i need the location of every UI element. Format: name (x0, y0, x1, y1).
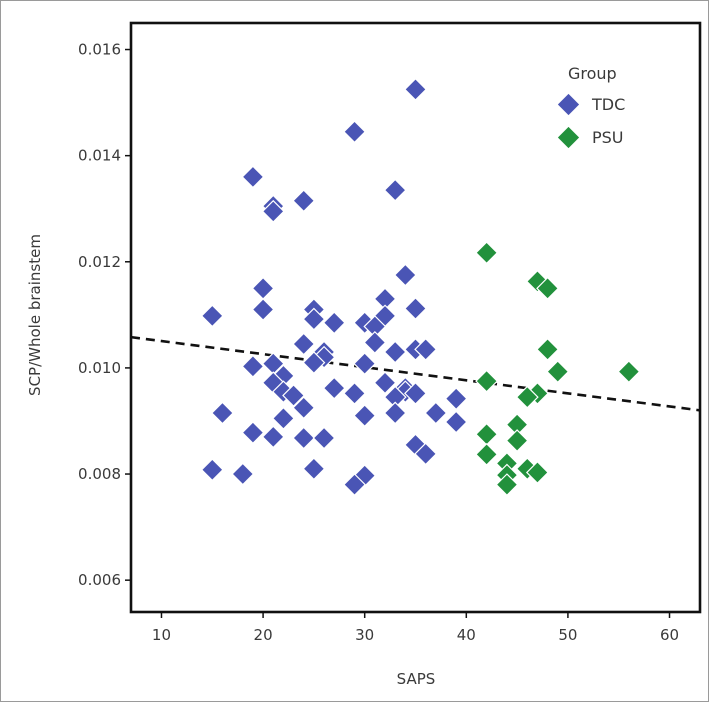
data-point-tdc (302, 351, 326, 375)
data-point-tdc (383, 340, 407, 364)
x-tick-label: 40 (457, 626, 476, 644)
data-point-tdc (444, 387, 468, 411)
data-point-psu (536, 276, 560, 300)
data-point-tdc (393, 263, 417, 287)
data-point-psu (495, 451, 519, 475)
x-tick-label: 60 (660, 626, 679, 644)
x-tick-label: 50 (558, 626, 577, 644)
data-point-tdc (251, 298, 275, 321)
data-point-psu (505, 429, 529, 453)
legend-marker-tdc (557, 93, 580, 116)
data-point-tdc (282, 384, 306, 407)
legend-label-tdc: TDC (591, 95, 625, 114)
y-axis-ticks: 0.006 0.008 0.010 0.012 0.014 0.016 (78, 41, 131, 589)
data-point-tdc (261, 425, 285, 449)
data-point-tdc (322, 311, 346, 335)
data-point-tdc (241, 421, 265, 445)
y-axis-title: SCP/Whole brainstem (26, 234, 44, 396)
data-point-tdc (200, 304, 224, 328)
data-point-psu (617, 360, 641, 384)
data-point-psu (546, 360, 570, 384)
data-point-tdc (200, 458, 224, 482)
data-point-tdc (363, 330, 387, 354)
data-point-psu (515, 385, 539, 409)
data-point-psu (525, 460, 549, 484)
data-point-tdc (231, 462, 255, 486)
data-point-tdc (302, 457, 326, 481)
y-tick-label: 0.014 (78, 147, 121, 165)
trend-line-group (130, 335, 701, 412)
data-point-tdc (241, 165, 265, 189)
data-point-tdc (414, 337, 438, 361)
x-tick-label: 10 (152, 626, 171, 644)
legend: Group TDC PSU (557, 64, 625, 149)
data-point-psu (475, 369, 499, 393)
y-tick-label: 0.008 (78, 465, 121, 483)
data-point-tdc (271, 406, 295, 430)
legend-marker-psu (557, 126, 580, 149)
x-tick-label: 20 (254, 626, 273, 644)
data-point-tdc (251, 276, 275, 300)
data-point-tdc (312, 426, 336, 450)
data-point-tdc (414, 442, 438, 466)
data-point-tdc (383, 385, 407, 409)
data-point-psu (475, 442, 499, 466)
data-point-tdc (353, 404, 377, 428)
data-point-tdc (353, 352, 377, 376)
data-point-tdc (343, 120, 366, 144)
data-point-tdc (292, 396, 316, 420)
data-point-tdc (292, 332, 316, 356)
y-tick-label: 0.016 (78, 41, 121, 59)
trend-line (130, 335, 701, 412)
data-point-tdc (343, 381, 366, 405)
data-point-tdc (343, 473, 366, 497)
data-point-tdc (292, 189, 316, 213)
data-point-psu (475, 241, 499, 265)
data-point-tdc (383, 401, 407, 425)
data-point-tdc (241, 354, 265, 378)
data-point-tdc (373, 287, 397, 311)
data-point-tdc (363, 315, 387, 338)
data-point-tdc (404, 381, 427, 405)
data-point-tdc (404, 297, 427, 320)
x-axis-title: SAPS (397, 670, 436, 688)
legend-title: Group (568, 64, 617, 83)
data-point-tdc (261, 352, 285, 376)
data-point-tdc (261, 199, 285, 223)
data-point-tdc (383, 178, 407, 202)
data-point-tdc (302, 307, 326, 331)
data-points (200, 77, 641, 497)
data-point-tdc (210, 401, 234, 425)
data-point-tdc (373, 371, 397, 395)
x-axis-ticks: 10 20 30 40 50 60 (152, 612, 679, 644)
data-point-tdc (444, 410, 468, 434)
data-point-tdc (292, 426, 316, 450)
data-point-psu (505, 413, 529, 437)
data-point-tdc (322, 376, 346, 400)
data-point-psu (536, 337, 560, 361)
y-tick-label: 0.010 (78, 359, 121, 377)
data-point-tdc (404, 77, 427, 101)
y-tick-label: 0.006 (78, 571, 121, 589)
x-tick-label: 30 (355, 626, 374, 644)
data-point-tdc (424, 401, 448, 425)
legend-label-psu: PSU (592, 128, 624, 147)
data-point-psu (495, 473, 519, 497)
y-tick-label: 0.012 (78, 253, 121, 271)
data-point-psu (475, 422, 499, 446)
plot-area-border (129, 21, 702, 614)
